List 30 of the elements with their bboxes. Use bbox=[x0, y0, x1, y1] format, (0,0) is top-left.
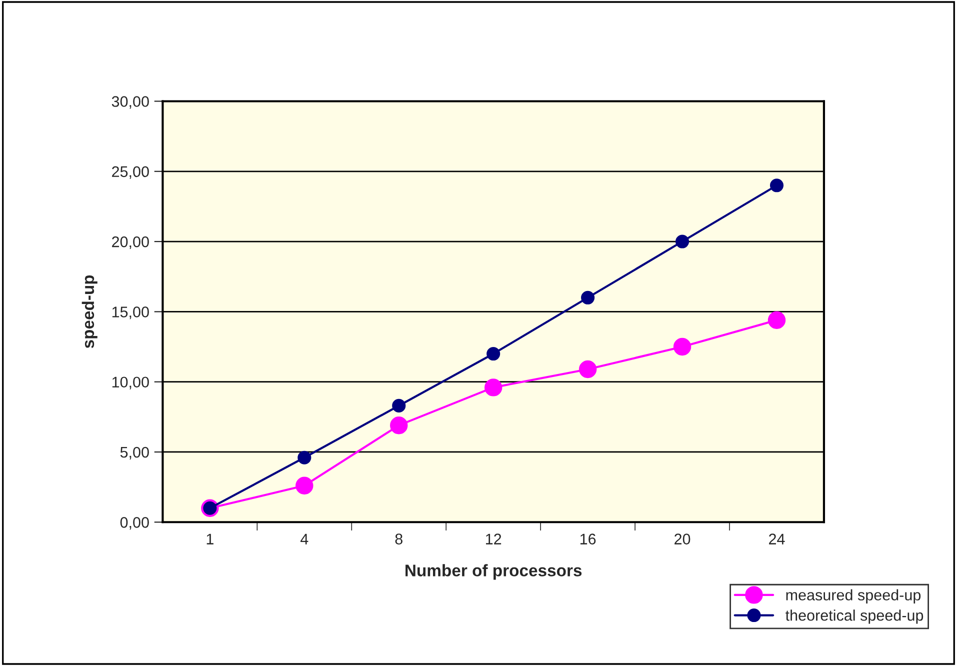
point bbox=[392, 398, 406, 412]
y-tick-label: 25,00 bbox=[112, 166, 149, 179]
point bbox=[581, 290, 595, 304]
point bbox=[578, 360, 597, 378]
point bbox=[676, 234, 690, 248]
y-tick-label: 0,00 bbox=[120, 517, 149, 530]
x-tick-label: 12 bbox=[486, 534, 502, 544]
x-tick-label: 16 bbox=[580, 534, 596, 544]
y-axis-title: speed-up bbox=[82, 275, 98, 348]
y-tick-label: 5,00 bbox=[120, 446, 149, 460]
point bbox=[486, 347, 500, 361]
point bbox=[484, 378, 502, 396]
y-tick-label: 30,00 bbox=[112, 96, 149, 109]
point bbox=[390, 416, 408, 434]
legend-label: measured speed-up bbox=[786, 589, 921, 604]
x-tick-label: 8 bbox=[395, 534, 402, 544]
x-tick-label: 1 bbox=[206, 534, 214, 544]
x-tick-label: 24 bbox=[769, 534, 785, 544]
point bbox=[298, 450, 312, 464]
x-axis-title: Number of processors bbox=[406, 564, 582, 580]
x-tick-label: 20 bbox=[674, 534, 690, 544]
x-tick-label: 4 bbox=[300, 534, 308, 544]
y-tick-label: 20,00 bbox=[112, 236, 149, 250]
y-tick-label: 10,00 bbox=[112, 376, 149, 390]
point bbox=[768, 311, 786, 329]
point bbox=[673, 338, 692, 356]
y-tick-label: 15,00 bbox=[112, 306, 149, 320]
legend-label: theoretical speed-up bbox=[786, 610, 924, 624]
point bbox=[770, 178, 784, 192]
point bbox=[296, 476, 314, 495]
